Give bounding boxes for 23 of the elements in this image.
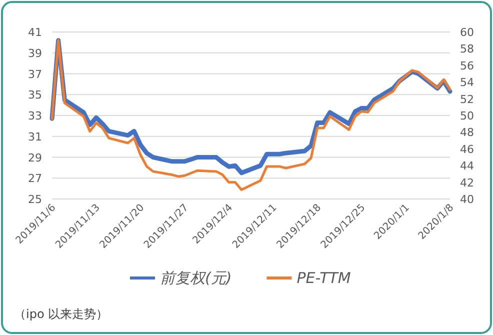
y2-tick-label: 56 <box>460 59 474 72</box>
y2-tick-label: 50 <box>460 110 474 122</box>
y-tick-label: 35 <box>28 88 42 102</box>
y2-tick-label: 46 <box>460 142 474 156</box>
y-tick-label: 33 <box>28 110 42 122</box>
y2-tick-label: 54 <box>460 76 474 90</box>
y2-tick-label: 40 <box>460 193 474 206</box>
text: （ipo 以来走势） <box>14 307 108 321</box>
y2-tick-label: 42 <box>460 176 474 190</box>
y-tick-label: 31 <box>28 130 42 144</box>
y2-tick-label: 44 <box>460 160 474 173</box>
y-tick-label: 27 <box>28 172 42 186</box>
y-tick-label: 41 <box>28 26 42 39</box>
y2-tick-label: 60 <box>460 26 474 39</box>
legend-label: 前复权(元) <box>160 269 232 287</box>
y-tick-label: 25 <box>28 193 42 206</box>
y2-tick-label: 52 <box>460 92 474 106</box>
legend-label: PE-TTM <box>296 269 351 287</box>
y2-tick-label: 48 <box>460 126 474 140</box>
y2-tick-label: 58 <box>460 42 474 56</box>
y-tick-label: 39 <box>28 46 42 60</box>
y-tick-label: 29 <box>28 151 42 164</box>
y-tick-label: 37 <box>28 68 42 81</box>
